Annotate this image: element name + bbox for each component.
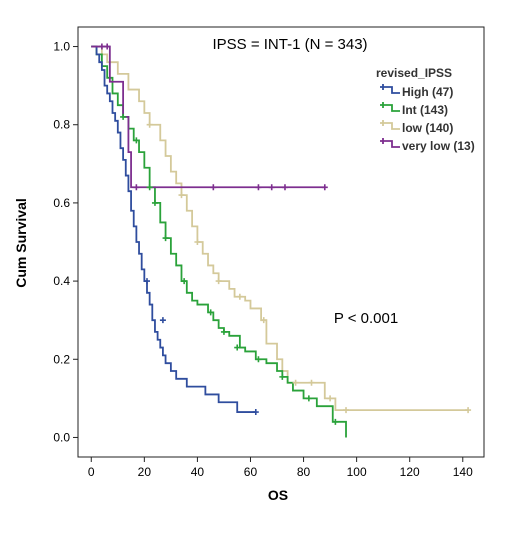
censor-mark <box>236 293 243 300</box>
censor-mark <box>327 395 334 402</box>
plot-frame <box>77 26 485 458</box>
survival-curve-0 <box>91 45 256 413</box>
y-tick-label: 1.0 <box>53 40 70 54</box>
censor-mark <box>133 137 140 144</box>
censor-mark <box>194 239 201 245</box>
y-tick-label: 0.6 <box>53 196 70 210</box>
x-tick-label: 80 <box>297 465 311 479</box>
legend-label: High (47) <box>402 85 453 99</box>
legend-swatch <box>380 84 400 94</box>
censor-mark <box>120 113 127 120</box>
censor-mark <box>207 309 214 316</box>
censor-mark <box>255 184 262 191</box>
censor-mark <box>255 356 262 363</box>
y-tick-label: 0.4 <box>53 274 70 288</box>
x-tick-label: 140 <box>453 465 473 479</box>
censor-mark <box>260 317 267 324</box>
x-tick-label: 40 <box>191 465 205 479</box>
legend-swatch <box>380 120 400 130</box>
censor-mark <box>268 184 275 191</box>
censor-mark <box>133 184 140 191</box>
censor-mark <box>220 328 227 335</box>
censor-mark <box>308 379 315 386</box>
censor-mark <box>292 379 299 386</box>
censor-mark <box>98 43 105 50</box>
legend-label: Int (143) <box>402 103 448 117</box>
y-tick-label: 0.0 <box>53 430 70 444</box>
censor-mark <box>162 235 169 242</box>
x-tick-label: 120 <box>400 465 420 479</box>
censor-mark <box>343 407 350 414</box>
censor-mark <box>332 418 339 425</box>
legend-swatch <box>380 102 400 112</box>
censor-mark <box>281 184 288 191</box>
censor-mark <box>465 407 472 414</box>
censor-mark <box>159 317 166 324</box>
censor-mark <box>104 43 111 50</box>
legend-swatch <box>380 138 400 148</box>
x-tick-label: 60 <box>244 465 258 479</box>
survival-curve-1 <box>91 45 347 438</box>
y-tick-label: 0.2 <box>53 352 70 366</box>
x-axis-label: OS <box>268 487 288 503</box>
censor-mark <box>321 184 328 191</box>
survival-curve-2 <box>91 45 469 411</box>
legend: revised_IPSS High (47) Int (143) low (140)… <box>376 66 475 153</box>
censor-mark <box>143 278 150 285</box>
censor-mark <box>215 278 222 285</box>
censor-mark <box>252 409 259 416</box>
y-axis-label: Cum Survival <box>13 198 29 287</box>
censor-mark <box>181 278 188 285</box>
x-tick-label: 100 <box>347 465 367 479</box>
chart-title: IPSS = INT-1 (N = 343) <box>212 36 367 53</box>
legend-label: very low (13) <box>402 139 475 153</box>
censor-mark <box>234 344 241 351</box>
censor-mark <box>151 199 158 206</box>
censor-mark <box>146 184 153 191</box>
x-tick-label: 20 <box>138 465 152 479</box>
y-tick-label: 0.8 <box>53 118 70 132</box>
censor-mark <box>305 395 312 402</box>
p-value-annotation: P < 0.001 <box>334 310 398 327</box>
legend-label: low (140) <box>402 121 453 135</box>
legend-title: revised_IPSS <box>376 66 452 80</box>
censor-mark <box>279 373 286 380</box>
censor-mark <box>146 121 153 128</box>
censor-mark <box>178 192 185 199</box>
x-tick-label: 0 <box>88 465 95 479</box>
censor-mark <box>210 184 217 191</box>
